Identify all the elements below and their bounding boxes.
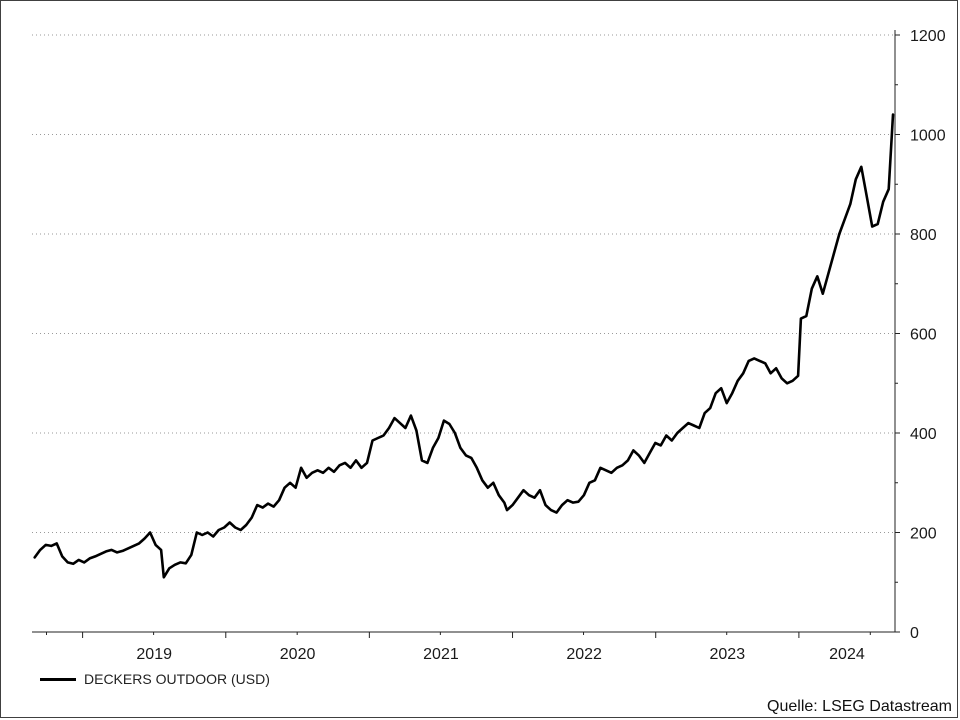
- series-line-0: [33, 113, 895, 579]
- x-tick-label-2020: 2020: [280, 646, 316, 663]
- x-tick-label-2021: 2021: [423, 646, 459, 663]
- x-tick-label-2023: 2023: [710, 646, 746, 663]
- y-tick-label-800: 800: [910, 227, 937, 244]
- x-tick-label-2019: 2019: [136, 646, 172, 663]
- y-tick-label-1200: 1200: [910, 28, 946, 45]
- grid-lines: [32, 34, 895, 533]
- axes: 0 200 400 600 800 1000 1200 2019 2020 2021 2022 202…: [32, 28, 946, 663]
- x-tick-label-2022: 2022: [566, 646, 602, 663]
- legend-label: DECKERS OUTDOOR (USD): [84, 671, 270, 687]
- y-tick-label-0: 0: [910, 625, 919, 642]
- y-tick-label-400: 400: [910, 426, 937, 443]
- source-note: Quelle: LSEG Datastream: [767, 698, 952, 715]
- y-tick-label-600: 600: [910, 327, 937, 344]
- legend: DECKERS OUTDOOR (USD): [40, 671, 270, 687]
- x-tick-label-2024: 2024: [829, 646, 865, 663]
- y-tick-label-200: 200: [910, 526, 937, 543]
- y-tick-label-1000: 1000: [910, 128, 946, 145]
- legend-swatch: [40, 677, 76, 681]
- series-layer: [33, 113, 895, 579]
